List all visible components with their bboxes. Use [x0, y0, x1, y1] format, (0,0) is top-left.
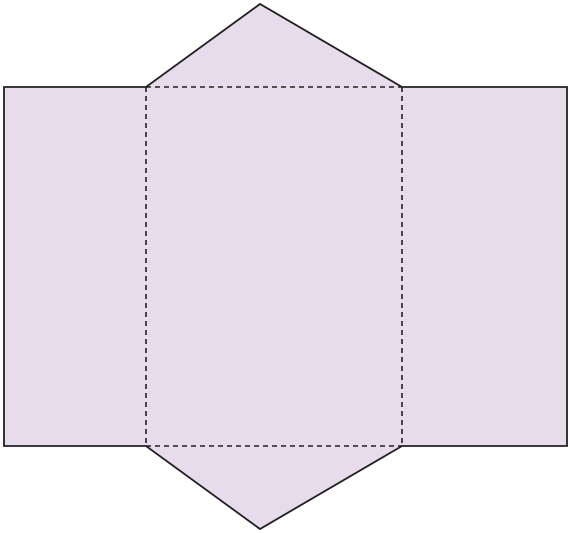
right-rectangle-face	[402, 87, 567, 446]
bottom-triangle-face	[146, 446, 402, 529]
net-outline	[3, 2, 568, 531]
left-rectangle-face	[4, 87, 146, 446]
center-rectangle-face	[146, 87, 402, 446]
fold-lines	[145, 86, 403, 447]
top-triangle-face	[146, 4, 402, 87]
